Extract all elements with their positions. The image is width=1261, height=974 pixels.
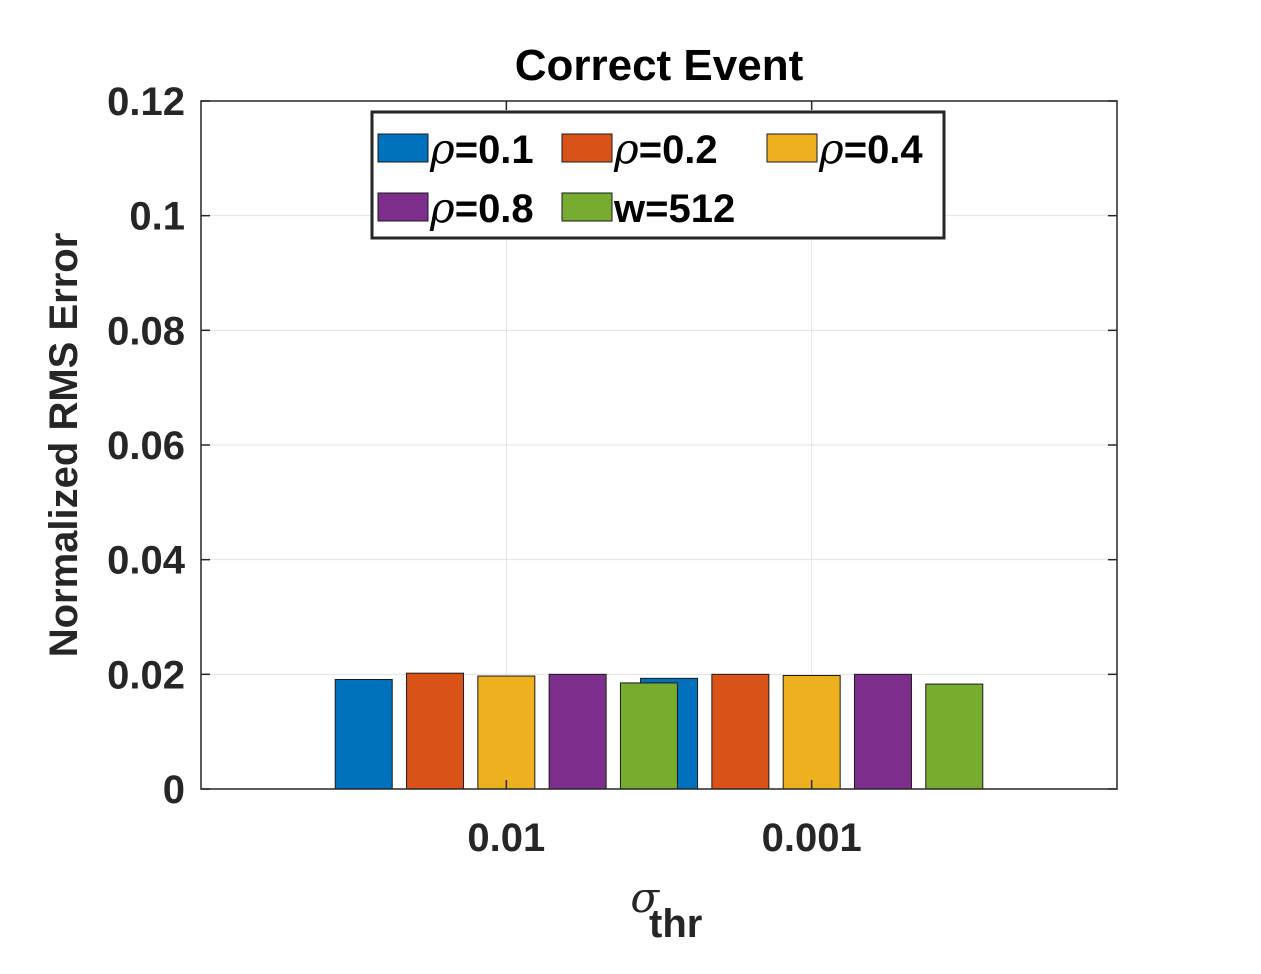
x-axis-label-subscript: thr bbox=[649, 902, 702, 946]
legend-item: ρ=0.4 bbox=[766, 124, 923, 173]
legend-swatch bbox=[561, 133, 613, 163]
legend-label: ρ=0.8 bbox=[429, 183, 534, 232]
legend-swatch bbox=[561, 192, 613, 222]
svg-text:σ: σ bbox=[630, 873, 660, 922]
y-tick-label: 0.08 bbox=[107, 309, 185, 353]
legend-swatch bbox=[377, 192, 429, 222]
y-tick-labels: 0 0.02 0.04 0.06 0.08 0.1 0.12 bbox=[107, 80, 186, 812]
bar bbox=[548, 673, 607, 790]
legend-label: ρ=0.2 bbox=[613, 124, 718, 173]
legend-item: ρ=0.8 bbox=[377, 183, 534, 232]
legend-label: w=512 bbox=[613, 187, 735, 231]
bar bbox=[782, 674, 841, 790]
x-axis-label: σ thr bbox=[630, 873, 702, 946]
bar bbox=[711, 673, 770, 790]
legend-label: ρ=0.1 bbox=[429, 124, 534, 173]
legend-item: w=512 bbox=[561, 187, 735, 231]
bars bbox=[334, 672, 984, 790]
legend-swatch bbox=[766, 133, 818, 163]
legend-item: ρ=0.1 bbox=[377, 124, 534, 173]
bar bbox=[619, 682, 678, 790]
x-tick-label: 0.001 bbox=[762, 816, 862, 860]
legend-item: ρ=0.2 bbox=[561, 124, 718, 173]
legend-label: ρ=0.4 bbox=[818, 124, 923, 173]
y-tick-label: 0.04 bbox=[107, 539, 186, 583]
y-axis-label: Normalized RMS Error bbox=[42, 233, 86, 658]
bar bbox=[406, 672, 465, 790]
bar bbox=[334, 678, 393, 790]
bar bbox=[925, 683, 984, 790]
tick-marks bbox=[201, 100, 1117, 790]
chart-title: Correct Event bbox=[515, 41, 804, 90]
x-axis-label-symbol: σ bbox=[630, 873, 660, 922]
bar bbox=[853, 673, 912, 790]
x-tick-labels: 0.01 0.001 bbox=[467, 816, 861, 860]
bar bbox=[477, 675, 536, 790]
legend: ρ=0.1 ρ=0.2 ρ=0.4 ρ=0.8 w=512 bbox=[370, 110, 946, 240]
x-tick-label: 0.01 bbox=[467, 816, 545, 860]
y-tick-label: 0.1 bbox=[129, 195, 185, 239]
legend-box bbox=[370, 110, 946, 240]
y-tick-label: 0.12 bbox=[107, 80, 185, 124]
y-tick-label: 0.06 bbox=[107, 424, 185, 468]
legend-swatch bbox=[377, 133, 429, 163]
y-tick-label: 0.02 bbox=[107, 653, 185, 697]
y-tick-label: 0 bbox=[163, 768, 185, 812]
